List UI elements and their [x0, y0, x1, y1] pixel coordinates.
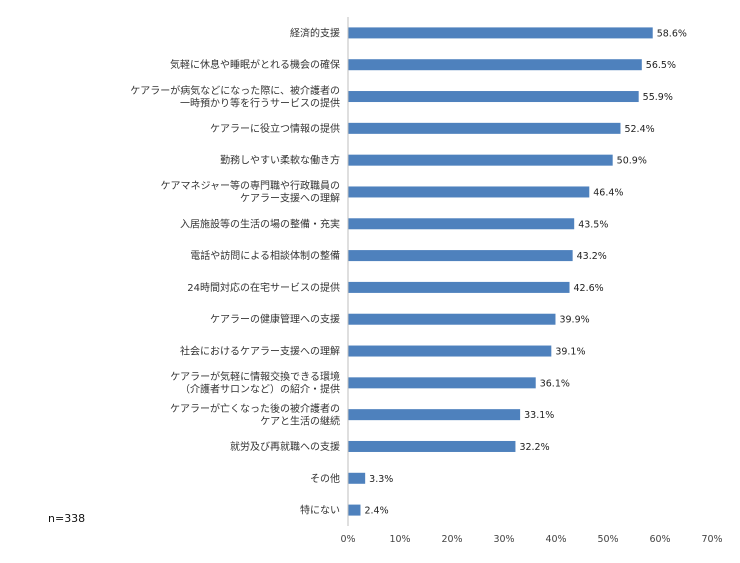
bar	[348, 345, 552, 357]
category-label-line: 勤務しやすい柔軟な働き方	[220, 154, 340, 167]
category-label-line: 24時間対応の在宅サービスの提供	[187, 281, 340, 294]
bar	[348, 91, 639, 103]
category-label-line: 社会におけるケアラー支援への理解	[180, 345, 340, 358]
category-label-line: （介護者サロンなど）の紹介・提供	[180, 383, 340, 396]
category-label-line: ケアラー支援への理解	[240, 192, 340, 205]
x-tick-label: 10%	[389, 534, 410, 545]
category-label-line: ケアラーが病気などになった際に、被介護者の	[130, 84, 340, 97]
x-tick-label: 40%	[545, 534, 566, 545]
category-label-line: 気軽に休息や睡眠がとれる機会の確保	[170, 58, 340, 71]
value-label: 32.2%	[519, 442, 549, 453]
category-label: ケアラーが病気などになった際に、被介護者の一時預かり等を行うサービスの提供	[130, 84, 340, 110]
category-label: ケアラーに役立つ情報の提供	[210, 122, 340, 135]
bar	[348, 409, 521, 421]
value-label: 2.4%	[364, 506, 388, 517]
category-label-line: 入居施設等の生活の場の整備・充実	[180, 217, 340, 230]
category-label-line: ケアラーが気軽に情報交換できる環境	[170, 370, 340, 383]
category-label-line: ケアマネジャー等の専門職や行政職員の	[161, 179, 341, 192]
category-label: 勤務しやすい柔軟な働き方	[220, 154, 340, 167]
category-label-line: 経済的支援	[290, 26, 340, 39]
bar	[348, 281, 570, 293]
bar	[348, 122, 621, 134]
category-label: 経済的支援	[290, 26, 340, 39]
x-tick-label: 50%	[597, 534, 618, 545]
bar	[348, 59, 642, 71]
bar	[348, 186, 590, 198]
category-label-line: ケアラーの健康管理への支援	[210, 313, 340, 326]
category-label-line: その他	[310, 472, 340, 485]
category-label: ケアラーの健康管理への支援	[210, 313, 340, 326]
category-label: 気軽に休息や睡眠がとれる機会の確保	[170, 58, 340, 71]
category-label-line: 就労及び再就職への支援	[230, 440, 340, 453]
category-label-line: ケアラーに役立つ情報の提供	[210, 122, 340, 135]
x-tick-label: 60%	[649, 534, 670, 545]
x-tick-labels-group: 0% 10% 20% 30% 40% 50% 60% 70%	[340, 534, 722, 545]
category-label: 入居施設等の生活の場の整備・充実	[180, 217, 340, 230]
bar	[348, 472, 366, 484]
value-label: 3.3%	[369, 474, 393, 485]
value-label: 50.9%	[617, 156, 647, 167]
category-label: ケアラーが気軽に情報交換できる環境（介護者サロンなど）の紹介・提供	[170, 370, 340, 396]
x-tick-label: 0%	[340, 534, 355, 545]
bar	[348, 313, 556, 325]
category-label: 就労及び再就職への支援	[230, 440, 340, 453]
value-label: 36.1%	[540, 378, 570, 389]
value-label: 52.4%	[624, 124, 654, 135]
value-label: 55.9%	[643, 92, 673, 103]
x-tick-label: 20%	[441, 534, 462, 545]
value-label: 39.1%	[555, 347, 585, 358]
value-label: 42.6%	[574, 283, 604, 294]
bar	[348, 218, 575, 230]
category-label: 特にない	[300, 505, 340, 517]
category-label: その他	[310, 472, 340, 485]
value-labels-group: 58.6% 56.5% 55.9% 52.4% 50.9% 46.4% 43.5% 43.2%…	[364, 28, 686, 516]
bar	[348, 154, 613, 166]
value-label: 58.6%	[657, 28, 687, 39]
x-tick-label: 30%	[493, 534, 514, 545]
category-label-line: ケアラーが亡くなった後の被介護者の	[170, 402, 340, 415]
bar	[348, 440, 516, 452]
bar	[348, 377, 536, 389]
category-label-line: 電話や訪問による相談体制の整備	[190, 249, 340, 262]
value-label: 39.9%	[559, 315, 589, 326]
value-label: 46.4%	[593, 187, 623, 198]
category-label: ケアマネジャー等の専門職や行政職員のケアラー支援への理解	[161, 179, 341, 205]
value-label: 43.5%	[578, 219, 608, 230]
value-label: 56.5%	[646, 60, 676, 71]
sample-size-note: n=338	[48, 512, 86, 525]
category-label: 社会におけるケアラー支援への理解	[180, 345, 340, 358]
bar	[348, 27, 653, 39]
category-label: ケアラーが亡くなった後の被介護者のケアと生活の継続	[170, 402, 340, 428]
category-label-line: 一時預かり等を行うサービスの提供	[180, 96, 340, 109]
category-label-line: ケアと生活の継続	[260, 414, 340, 427]
category-label: 24時間対応の在宅サービスの提供	[187, 281, 340, 294]
value-label: 43.2%	[577, 251, 607, 262]
x-tick-label: 70%	[701, 534, 722, 545]
category-label-line: 特にない	[300, 505, 340, 517]
value-label: 33.1%	[524, 410, 554, 421]
bars-group	[348, 27, 653, 516]
bar	[348, 250, 573, 262]
category-labels-group: 経済的支援気軽に休息や睡眠がとれる機会の確保ケアラーが病気などになった際に、被介…	[130, 26, 340, 516]
category-label: 電話や訪問による相談体制の整備	[190, 249, 340, 262]
bar	[348, 504, 361, 516]
